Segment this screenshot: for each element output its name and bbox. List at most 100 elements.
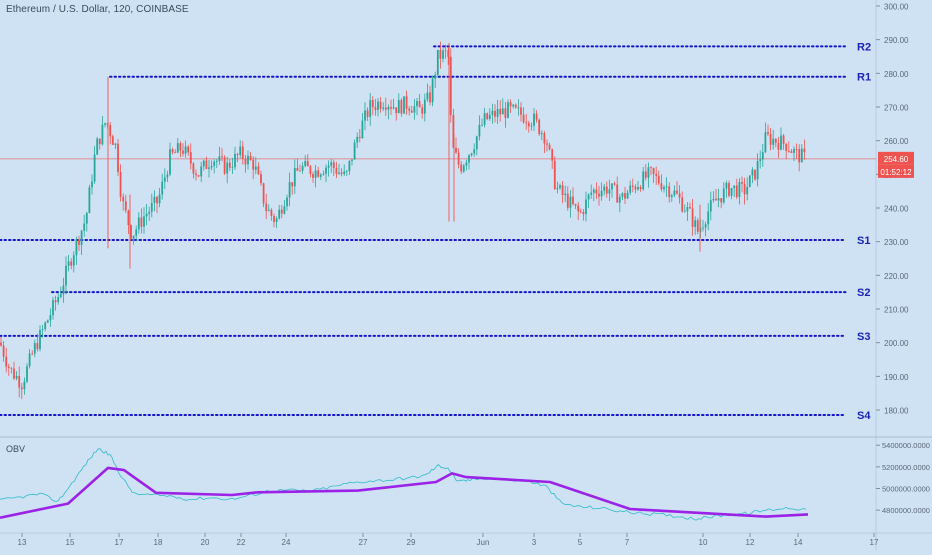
candle-body: [403, 96, 405, 114]
candle-body: [488, 114, 491, 119]
candle-body: [772, 138, 775, 145]
candle-body: [364, 110, 366, 121]
candle-body: [798, 149, 801, 163]
obv-line[interactable]: [0, 448, 807, 521]
candle-body: [392, 107, 395, 109]
candle-body: [587, 194, 590, 200]
candle-body: [179, 143, 182, 151]
candle-body: [332, 162, 335, 169]
time-axis-label: 14: [794, 538, 803, 547]
time-axis-label: 5: [578, 538, 583, 547]
candle-body: [712, 198, 715, 201]
candle-body: [304, 161, 307, 166]
candle-body: [553, 160, 556, 190]
time-axis-label: 15: [66, 538, 75, 547]
candle-body: [681, 197, 684, 212]
candle-body: [345, 170, 348, 172]
candle-body: [75, 239, 78, 256]
time-axis-label: 22: [237, 538, 246, 547]
candle-body: [746, 187, 749, 195]
candle-body: [260, 174, 262, 184]
candle-body: [517, 107, 520, 109]
candle-body: [634, 186, 637, 190]
candle-body: [694, 220, 697, 227]
candle-body: [143, 216, 145, 227]
level-label-s1: S1: [857, 235, 870, 247]
candle-body: [595, 189, 598, 194]
candle-body: [5, 356, 8, 367]
price-axis-label: 240.00: [884, 205, 909, 214]
candle-body: [496, 109, 499, 117]
time-axis-label: 3: [532, 538, 537, 547]
candle-body: [132, 235, 135, 239]
candle-body: [288, 182, 291, 198]
candle-body: [504, 108, 507, 118]
candle-body: [70, 261, 73, 266]
candle-body: [481, 124, 483, 126]
candle-body: [761, 152, 764, 160]
candle-body: [782, 135, 785, 144]
candle-body: [676, 190, 678, 194]
candle-body: [629, 185, 632, 193]
candle-body: [793, 149, 795, 153]
candle-body: [436, 49, 439, 75]
candle-body: [109, 124, 112, 137]
candle-body: [486, 113, 489, 119]
candle-body: [494, 110, 496, 117]
candle-body: [18, 375, 21, 388]
candle-body: [46, 320, 49, 323]
candle-body: [397, 100, 400, 114]
candle-body: [462, 165, 465, 172]
candle-body: [54, 300, 57, 303]
candle-body: [475, 136, 478, 150]
candle-body: [691, 208, 694, 227]
candle-body: [774, 138, 777, 143]
candle-body: [296, 168, 299, 171]
candle-body: [777, 142, 780, 150]
candle-body: [278, 209, 281, 219]
candle-body: [80, 230, 83, 245]
candle-body: [735, 185, 738, 198]
candle-body: [31, 353, 34, 355]
candle-body: [720, 198, 723, 203]
candle-body: [800, 148, 803, 163]
candle-body: [608, 189, 611, 194]
candle-body: [239, 146, 242, 156]
candle-body: [236, 154, 239, 156]
candle-body: [689, 207, 691, 209]
candle-body: [218, 156, 221, 162]
time-axis-label: 27: [359, 538, 368, 547]
price-axis-label: 300.00: [884, 3, 909, 12]
candle-body: [460, 164, 463, 172]
candle-body: [449, 56, 452, 115]
candle-body: [36, 343, 39, 350]
candle-body: [325, 167, 327, 174]
candle-body: [223, 157, 226, 174]
candle-body: [538, 119, 541, 135]
last-price-value: 254.60: [884, 155, 909, 164]
obv-trend-line[interactable]: [0, 466, 809, 519]
candle-body: [10, 367, 13, 369]
candles[interactable]: [0, 41, 806, 399]
candle-body: [221, 156, 223, 158]
price-axis-label: 280.00: [884, 70, 909, 79]
candle-body: [743, 183, 746, 195]
candle-body: [647, 167, 650, 178]
obv-axis-label: 5200000.0000: [882, 463, 930, 472]
price-axis-label: 270.00: [884, 104, 909, 113]
candle-body: [374, 107, 377, 110]
candle-body: [722, 188, 725, 203]
candle-body: [499, 109, 502, 115]
candle-body: [725, 183, 728, 189]
candle-body: [312, 174, 314, 178]
candle-body: [574, 203, 577, 206]
candle-body: [564, 193, 567, 196]
candle-body: [275, 218, 278, 222]
candle-body: [686, 207, 689, 212]
candle-body: [247, 155, 249, 165]
candle-body: [265, 203, 268, 211]
candle-body: [455, 147, 457, 153]
candle-body: [561, 185, 564, 196]
